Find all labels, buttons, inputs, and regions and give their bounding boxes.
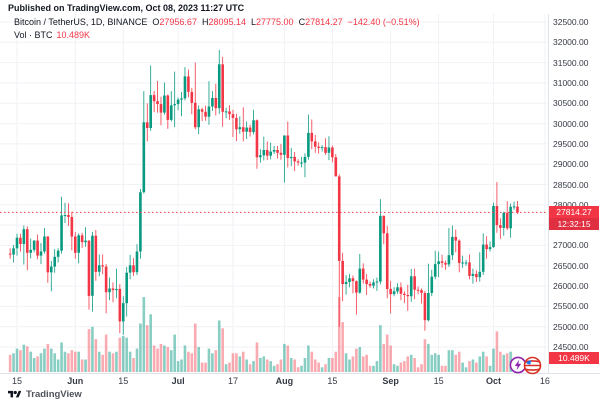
volume-layer (8, 297, 519, 372)
time-axis-label: Sep (382, 376, 399, 386)
last-volume-badge: 10.489K (549, 352, 599, 364)
time-axis-label: 15 (118, 376, 129, 386)
price-axis-label: 25500.00 (553, 301, 589, 312)
price-axis-label: 32000.00 (553, 37, 589, 48)
time-scale-separator (0, 373, 600, 374)
grid-layer (0, 14, 548, 373)
time-axis-label: Aug (275, 376, 294, 386)
time-axis-label: 15 (433, 376, 444, 386)
volume-value: 10.489K (56, 30, 91, 40)
price-axis-label: 27000.00 (553, 240, 589, 251)
price-axis-label: 30500.00 (553, 98, 589, 109)
footer-brand[interactable]: TradingView (8, 389, 82, 400)
last-price-badge: 27814.27 (549, 206, 599, 218)
time-axis-label: 16 (539, 376, 550, 386)
price-scale-separator (548, 14, 549, 373)
high-label: H (201, 17, 209, 27)
price-axis-label: 28000.00 (553, 199, 589, 210)
price-axis-label: 26500.00 (553, 260, 589, 271)
price-axis-label: 25000.00 (553, 321, 589, 332)
volume-legend[interactable]: Vol · BTC 10.489K (14, 30, 90, 41)
price-axis-label: 28500.00 (553, 179, 589, 190)
time-axis-label: 15 (327, 376, 338, 386)
time-axis-label: Jun (67, 376, 84, 386)
chart-legend[interactable]: Bitcoin / TetherUS, 1D, BINANCE O27956.67… (14, 17, 420, 28)
striped-ball-sticker-icon[interactable] (523, 356, 542, 375)
low-value: 27775.00 (256, 17, 294, 27)
time-axis-label: Oct (485, 376, 501, 386)
candle-layer (8, 50, 519, 335)
open-value: 27956.67 (159, 17, 197, 27)
tradingview-logo-icon (8, 390, 21, 398)
close-value: 27814.27 (305, 17, 343, 27)
price-axis-label: 26000.00 (553, 281, 589, 292)
bar-countdown-badge: 12:32:15 (549, 218, 599, 230)
time-axis-label: 17 (227, 376, 238, 386)
low-label: L (251, 17, 257, 27)
brand-name: TradingView (26, 389, 82, 400)
open-label: O (152, 17, 160, 27)
price-axis-label: 31500.00 (553, 57, 589, 68)
price-axis-label: 29500.00 (553, 138, 589, 149)
high-value: 28095.14 (208, 17, 246, 27)
price-axis-label: 31000.00 (553, 77, 589, 88)
lightning-sticker-icon[interactable] (509, 356, 527, 374)
price-axis-label: 29000.00 (553, 159, 589, 170)
close-label: C (298, 17, 306, 27)
volume-label: Vol · BTC (14, 30, 53, 40)
time-axis-label: 15 (11, 376, 22, 386)
chart-stickers[interactable] (509, 356, 542, 375)
change-value: −142.40 (−0.51%) (347, 17, 420, 27)
symbol-title: Bitcoin / TetherUS, 1D, BINANCE (14, 17, 148, 27)
published-bar: Published on TradingView.com, Oct 08, 20… (8, 3, 245, 13)
price-axis-label: 30000.00 (553, 118, 589, 129)
price-axis-label: 32500.00 (553, 17, 589, 27)
price-axis-label: 24500.00 (553, 342, 589, 352)
time-axis-label: Jul (171, 376, 185, 386)
